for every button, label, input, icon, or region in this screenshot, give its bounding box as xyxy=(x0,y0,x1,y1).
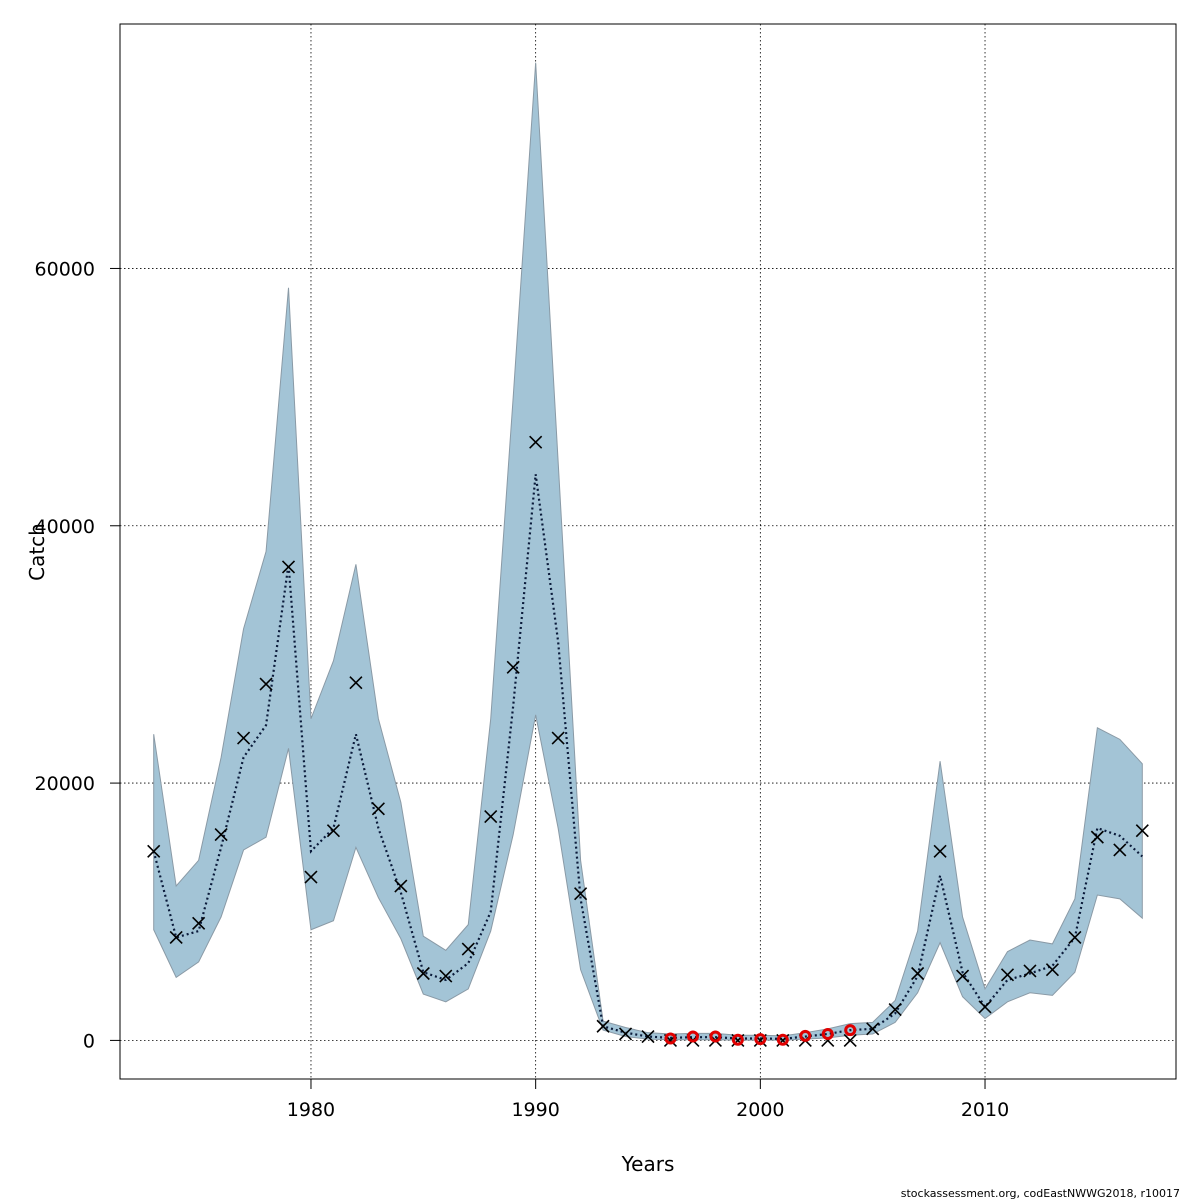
observed-point xyxy=(641,1029,655,1044)
observed-point xyxy=(439,969,453,983)
confidence-band xyxy=(153,62,1143,1041)
y-tick-label: 40000 xyxy=(35,516,95,538)
observed-point xyxy=(551,731,565,745)
observed-point xyxy=(259,677,273,691)
observed-point xyxy=(394,879,408,893)
highlight-point xyxy=(731,1033,744,1046)
observed-point xyxy=(888,1002,902,1017)
observed-point xyxy=(596,1019,610,1033)
observed-point xyxy=(1000,968,1015,982)
observed-point xyxy=(147,844,161,858)
axes: 1980 1990 2000 2010 0 20000 40000 60000 xyxy=(35,258,1010,1121)
observed-point xyxy=(326,824,341,838)
x-tick-label: 2000 xyxy=(736,1099,784,1121)
highlight-point xyxy=(776,1033,789,1046)
observed-point xyxy=(1068,930,1082,945)
observed-point xyxy=(1135,824,1149,838)
x-tick-label: 1980 xyxy=(287,1099,335,1121)
observed-point xyxy=(1113,843,1127,857)
confidence-band-area xyxy=(153,62,1143,1041)
observed-point xyxy=(169,930,183,945)
highlight-point xyxy=(664,1032,677,1045)
observed-point xyxy=(192,916,206,930)
highlight-point xyxy=(821,1027,834,1040)
observed-point xyxy=(978,1000,992,1014)
observed-point xyxy=(349,676,363,690)
observed-point xyxy=(574,887,588,901)
footer-credit: stockassessment.org, codEastNWWG2018, r1… xyxy=(901,1187,1180,1200)
observed-point xyxy=(866,1022,880,1036)
observed-point xyxy=(1045,963,1059,977)
x-axis-title: Years xyxy=(621,1152,675,1176)
observed-point xyxy=(214,827,228,842)
x-tick-label: 1990 xyxy=(511,1099,559,1121)
observed-point xyxy=(843,1033,857,1047)
observed-point xyxy=(461,942,475,956)
x-tick-label: 2010 xyxy=(961,1099,1009,1121)
observed-point xyxy=(506,660,520,674)
observed-point xyxy=(281,560,296,574)
y-axis-title: Catch xyxy=(25,523,49,581)
observed-point xyxy=(484,809,498,824)
observed-point xyxy=(1023,964,1037,978)
y-tick-label: 0 xyxy=(83,1030,95,1052)
observed-point xyxy=(933,844,947,858)
highlight-point xyxy=(709,1030,722,1043)
observed-point xyxy=(618,1027,633,1041)
highlight-point xyxy=(754,1033,767,1046)
highlight-point xyxy=(686,1030,699,1043)
observed-point xyxy=(529,435,543,449)
highlighted-points xyxy=(664,1024,857,1046)
observed-point xyxy=(237,731,251,745)
plot-frame xyxy=(119,23,1177,1080)
observed-point xyxy=(955,969,970,983)
observed-point xyxy=(416,966,430,981)
observed-point xyxy=(911,966,925,981)
observed-point xyxy=(304,870,318,884)
observed-point xyxy=(1090,830,1104,844)
highlight-point xyxy=(844,1024,857,1037)
y-tick-label: 60000 xyxy=(35,258,95,280)
y-tick-label: 20000 xyxy=(35,773,95,795)
highlight-point xyxy=(799,1029,812,1042)
observed-point xyxy=(371,802,385,816)
